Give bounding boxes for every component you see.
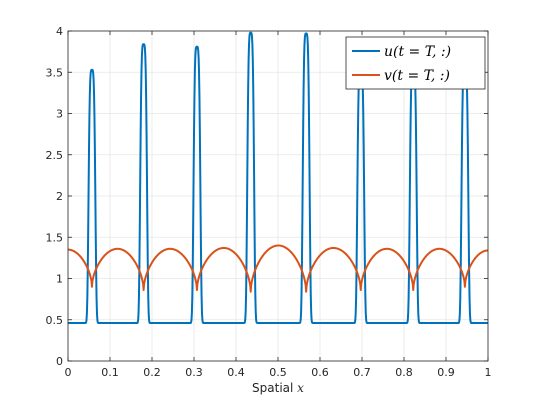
legend-box [345,36,486,90]
y-tick-label: 3 [56,108,63,121]
tick-marks [67,30,489,362]
x-tick-label: 0.3 [185,366,203,379]
y-tick-label: 4 [56,25,63,38]
x-tick-label: 1 [485,366,492,379]
x-tick-label: 0.7 [353,366,371,379]
legend-label: u(t = T, :) [384,44,451,60]
x-tick-label: 0.6 [311,366,329,379]
y-tick-labels: 0 0.5 1 1.5 2 2.5 3 3.5 4 [46,25,64,368]
x-tick-label: 0.4 [227,366,245,379]
x-tick-label: 0.8 [395,366,413,379]
x-tick-label: 0.2 [143,366,161,379]
x-axis-label: Spatial x [252,381,304,395]
y-tick-label: 2 [56,190,63,203]
x-tick-labels: 0 0.1 0.2 0.3 0.4 0.5 0.6 0.7 0.8 0.9 1 [65,366,492,379]
x-tick-label: 0.9 [437,366,455,379]
series-v-line [67,244,489,293]
y-tick-label: 1.5 [46,231,64,244]
x-tick-label: 0 [65,366,72,379]
x-tick-label: 0.5 [269,366,287,379]
x-axis-label-variable: x [297,381,304,395]
x-tick-label: 0.1 [101,366,119,379]
y-tick-label: 3.5 [46,66,64,79]
y-tick-label: 1 [56,273,63,286]
legend-label: v(t = T, :) [384,68,450,84]
x-axis-label-text: Spatial [252,381,297,395]
y-tick-label: 0.5 [46,314,64,327]
y-tick-label: 2.5 [46,149,64,162]
series-u-line [67,31,489,325]
y-tick-label: 0 [56,355,63,368]
plot-lines [67,31,489,325]
legend: u(t = T, :) v(t = T, :) [345,36,486,90]
